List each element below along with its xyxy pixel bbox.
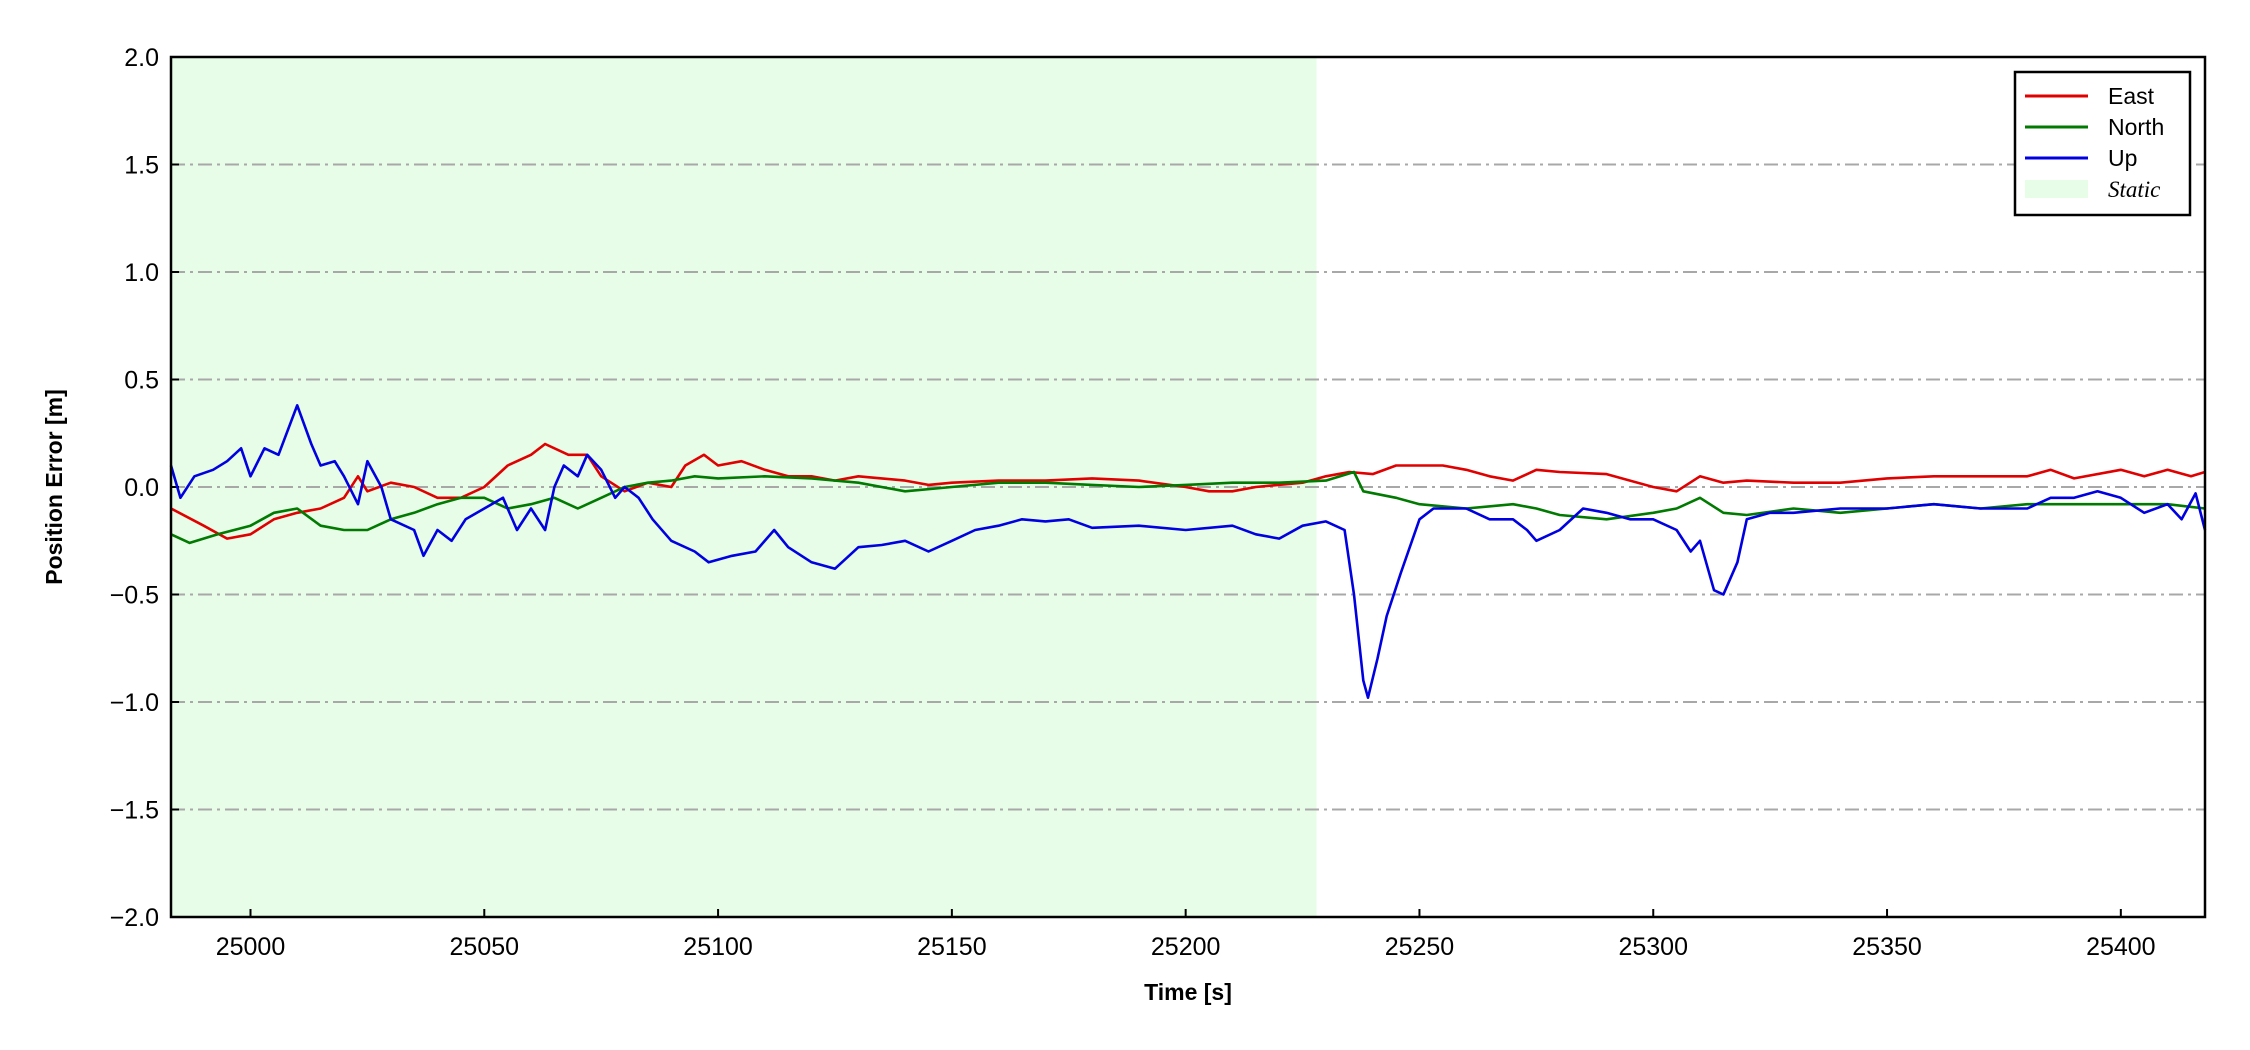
x-axis-label: Time [s]	[1144, 979, 1232, 1005]
legend-label-up: Up	[2108, 145, 2137, 171]
series-line-up	[169, 404, 2207, 699]
x-tick-label: 25250	[1385, 933, 1455, 961]
series-line-east	[170, 442, 2206, 540]
x-tick-label: 25200	[1151, 933, 1221, 961]
legend: East North Up Static	[2013, 70, 2192, 217]
x-tick-label: 25300	[1618, 933, 1688, 961]
y-tick-label: 2.0	[124, 44, 159, 72]
x-tick-label: 25000	[216, 933, 286, 961]
x-tick-label: 25050	[450, 933, 520, 961]
x-tick-label: 25350	[1852, 933, 1922, 961]
y-axis-label: Position Error [m]	[41, 389, 67, 585]
legend-swatch-static	[2025, 180, 2088, 198]
plot-frame	[169, 55, 2207, 919]
x-tick-label: 25150	[917, 933, 987, 961]
y-tick-label: −1.0	[110, 689, 159, 717]
y-tick-label: 0.5	[124, 367, 159, 395]
y-tick-label: 0.0	[124, 474, 159, 502]
y-tick-label: −2.0	[110, 904, 159, 932]
y-tick-label: 1.0	[124, 259, 159, 287]
legend-label-static: Static	[2108, 177, 2160, 202]
series-line-north	[170, 470, 2206, 545]
y-tick-label: −1.5	[110, 797, 159, 825]
y-tick-label: −0.5	[110, 582, 159, 610]
x-tick-label: 25100	[683, 933, 753, 961]
plot-area: −2.0 −1.5 −1.0 −0.5 0.0 0.5 1.0 1.5 2.0 25000 2505…	[110, 44, 2207, 961]
legend-label-north: North	[2108, 114, 2164, 140]
y-tick-label: 1.5	[124, 152, 159, 180]
x-tick-label: 25400	[2086, 933, 2156, 961]
legend-label-east: East	[2108, 83, 2155, 109]
